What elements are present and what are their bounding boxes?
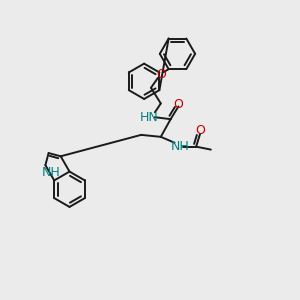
Text: HN: HN [140, 111, 158, 124]
Text: O: O [195, 124, 205, 137]
Text: O: O [173, 98, 183, 111]
Text: O: O [156, 68, 166, 80]
Text: NH: NH [171, 140, 190, 153]
Text: NH: NH [42, 167, 61, 179]
